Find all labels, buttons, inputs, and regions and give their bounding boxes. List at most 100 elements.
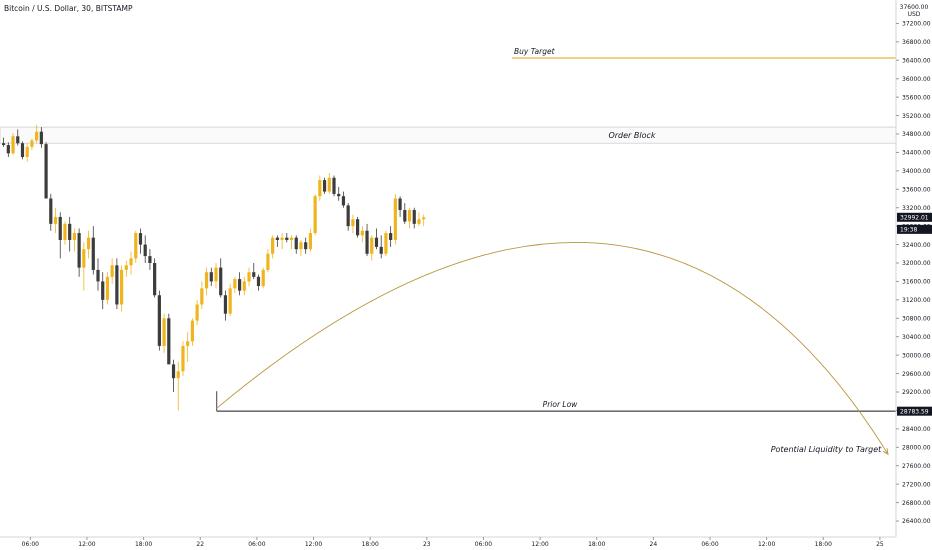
- candle-body: [138, 233, 143, 245]
- time-tick-label: 18:00: [362, 541, 379, 548]
- candle-body: [20, 143, 25, 158]
- time-tick-label: 06:00: [475, 541, 492, 548]
- candle-body: [16, 136, 20, 144]
- candle-body: [167, 318, 171, 365]
- candle-body: [261, 269, 265, 287]
- candle-body: [275, 237, 279, 240]
- price-tick-label: 29200.00: [902, 389, 931, 396]
- liquidity-arrow: [882, 448, 889, 456]
- candle-body: [115, 265, 119, 305]
- candle-body: [313, 196, 317, 234]
- price-tick-label: 26400.00: [902, 518, 931, 525]
- candle-body: [384, 233, 388, 254]
- price-tick-label: 32400.00: [902, 242, 931, 249]
- candle-body: [238, 279, 242, 291]
- price-axis-tag-label: 28783.59: [900, 408, 929, 415]
- candle-body: [186, 341, 190, 346]
- candle-body: [318, 180, 322, 197]
- candle-body: [124, 265, 128, 270]
- candle-body: [407, 210, 412, 222]
- candle-body: [346, 205, 350, 227]
- price-tick-label: 33200.00: [902, 205, 931, 212]
- candle-body: [77, 233, 81, 268]
- time-axis[interactable]: 06:00 12:00 18:00 22 06:00 12:00 18:00 23 06:00 1…: [0, 536, 896, 548]
- candle-body: [49, 198, 53, 224]
- candle-body: [327, 177, 331, 192]
- price-tick-label: 36400.00: [902, 57, 931, 64]
- time-tick-label: 06:00: [22, 541, 39, 548]
- candle-body: [200, 288, 204, 305]
- time-tick-label: 25: [876, 541, 884, 548]
- price-axis-tag: [897, 212, 932, 222]
- candle-body: [129, 258, 133, 266]
- candle-body: [389, 233, 393, 240]
- price-tick-label: 28400.00: [902, 426, 931, 433]
- price-tick-label: 35200.00: [902, 113, 931, 120]
- candle-body: [105, 276, 110, 300]
- candle-body: [153, 263, 157, 296]
- price-tick-label: 36800.00: [902, 39, 931, 46]
- price-tick-label: 31200.00: [902, 297, 931, 304]
- candle-body: [280, 237, 284, 240]
- candle-body: [214, 267, 218, 282]
- candle-body: [143, 244, 147, 257]
- candle-body: [11, 136, 15, 154]
- candle-body: [356, 219, 360, 236]
- candle-body: [252, 272, 256, 277]
- candle-body: [63, 223, 67, 240]
- price-tick-label: 34800.00: [902, 131, 931, 138]
- price-tick-label: 32000.00: [902, 260, 931, 267]
- price-tick-label: 30000.00: [902, 352, 931, 359]
- candle-body: [53, 216, 58, 224]
- candle-body: [2, 143, 6, 146]
- price-tick-label: 27600.00: [902, 463, 931, 470]
- buy-target-label: Buy Target: [514, 47, 556, 56]
- candle-body: [181, 345, 185, 372]
- liquidity-curve: [216, 242, 889, 455]
- candle-body: [157, 295, 161, 346]
- candle-body: [25, 146, 29, 158]
- time-tick-label: 12:00: [531, 541, 548, 548]
- price-tick-label: 28000.00: [902, 444, 931, 451]
- candle-body: [256, 276, 261, 287]
- price-tick-label: 37200.00: [902, 21, 931, 28]
- candle-body: [204, 272, 209, 289]
- price-tick-label: 35600.00: [902, 94, 931, 101]
- price-tick-label: 34000.00: [902, 168, 931, 175]
- time-tick-label: 24: [650, 541, 658, 548]
- candle-body: [393, 198, 397, 240]
- candle-body: [351, 219, 355, 227]
- candle-body: [195, 304, 199, 321]
- candle-body: [171, 364, 176, 379]
- time-tick-label: 18:00: [588, 541, 605, 548]
- candle-layer: [2, 124, 426, 411]
- candle-body: [247, 272, 251, 282]
- price-axis[interactable]: 37200.00 36800.00 36400.00 36000.00 35600.00…: [895, 0, 932, 537]
- candle-body: [148, 256, 152, 263]
- candle-body: [91, 237, 95, 270]
- candle-body: [266, 253, 270, 270]
- candle-body: [285, 237, 289, 240]
- candle-body: [110, 265, 114, 277]
- price-tick-label: 27200.00: [902, 481, 931, 488]
- price-axis-tag: [897, 224, 932, 234]
- candle-body: [30, 140, 34, 147]
- price-tick-label: 33600.00: [902, 186, 931, 193]
- price-tick-label: 31600.00: [902, 279, 931, 286]
- time-tick-label: 06:00: [701, 541, 718, 548]
- candle-body: [398, 198, 402, 211]
- currency-code: USD: [907, 11, 921, 18]
- candle-body: [417, 219, 421, 224]
- candle-body: [190, 320, 194, 342]
- price-tick-label: 30800.00: [902, 315, 931, 322]
- candle-body: [134, 233, 138, 259]
- candle-body: [365, 230, 369, 254]
- candle-body: [403, 210, 407, 222]
- annotation-labels: Order Block Buy Target Prior Low Potential …: [514, 47, 882, 454]
- candle-body: [96, 269, 100, 282]
- candle-body: [209, 272, 213, 282]
- candle-body: [332, 177, 336, 194]
- candle-body: [223, 295, 228, 314]
- candle-body: [101, 281, 105, 300]
